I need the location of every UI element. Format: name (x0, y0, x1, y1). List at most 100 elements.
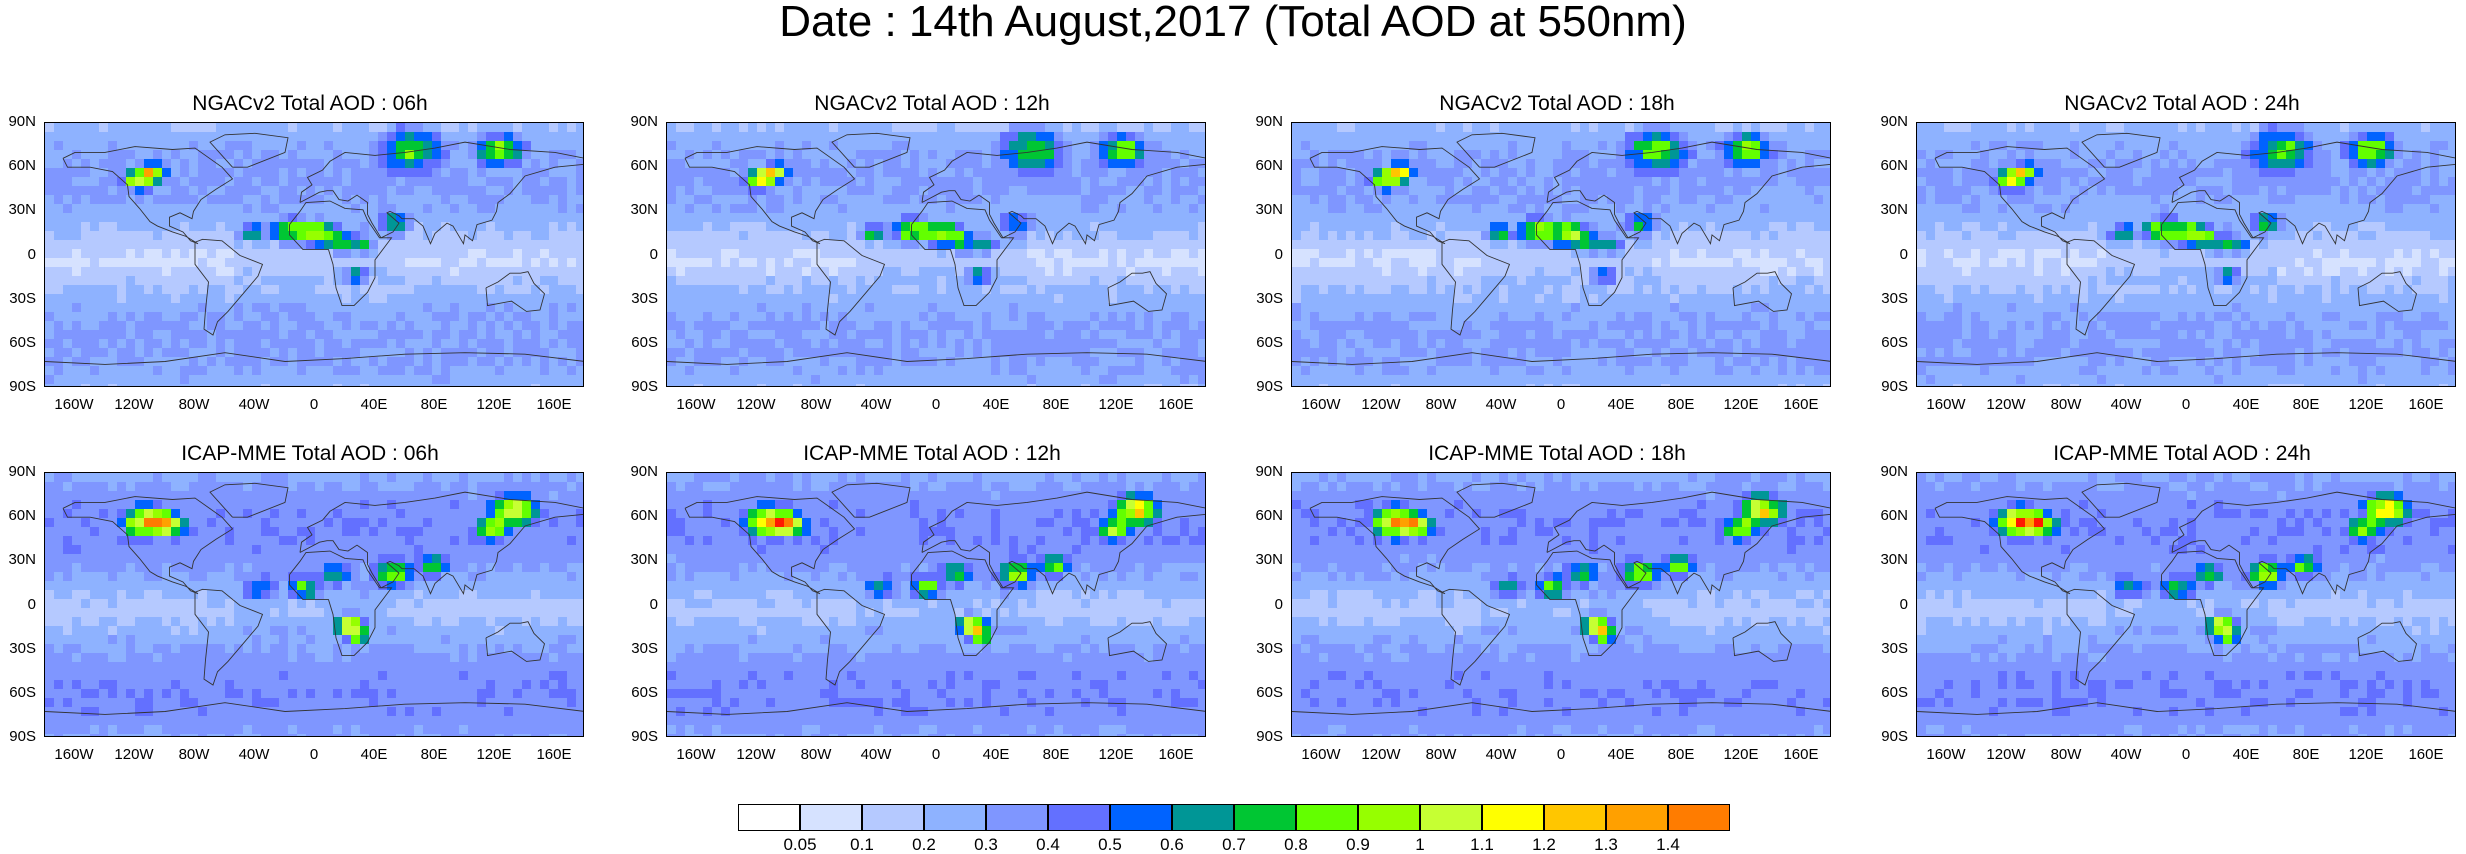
aod-cell (189, 159, 198, 168)
aod-cell (766, 348, 775, 357)
aod-cell (1598, 330, 1607, 339)
aod-cell (1670, 258, 1679, 267)
aod-cell (703, 276, 712, 285)
aod-cell (1463, 222, 1472, 231)
aod-cell (1436, 186, 1445, 195)
aod-cell (315, 132, 324, 141)
aod-cell (982, 195, 991, 204)
aod-cell (270, 384, 279, 386)
aod-cell (955, 249, 964, 258)
aod-cell (207, 177, 216, 186)
aod-cell (540, 132, 549, 141)
aod-cell (1063, 159, 1072, 168)
aod-cell (1301, 312, 1310, 321)
aod-cell (1463, 258, 1472, 267)
aod-cell (207, 168, 216, 177)
aod-cell (1198, 186, 1205, 195)
aod-cell (1436, 249, 1445, 258)
aod-cell (1081, 258, 1090, 267)
aod-cell (423, 348, 432, 357)
aod-cell (1679, 375, 1688, 384)
aod-cell (1000, 240, 1009, 249)
aod-cell (1670, 213, 1679, 222)
aod-cell (1301, 303, 1310, 312)
panel-title: NGACv2 Total AOD : 12h (814, 92, 1050, 115)
map-panel: NGACv2 Total AOD : 06h 90N 60N 30N 0 30S 60S 90… (0, 92, 620, 432)
aod-cell (369, 240, 378, 249)
aod-cell (45, 366, 54, 375)
aod-cell (1607, 357, 1616, 366)
aod-cell (1616, 249, 1625, 258)
aod-cell (387, 285, 396, 294)
aod-cell (108, 285, 117, 294)
aod-cell (865, 321, 874, 330)
aod-cell (54, 249, 63, 258)
aod-cell (1400, 141, 1409, 150)
aod-cell (1328, 303, 1337, 312)
aod-cell (982, 330, 991, 339)
aod-cell (117, 348, 126, 357)
aod-cell (576, 141, 583, 150)
aod-cell (450, 204, 459, 213)
aod-cell (820, 267, 829, 276)
aod-cell (694, 384, 703, 386)
aod-cell (1499, 330, 1508, 339)
aod-cell (928, 159, 937, 168)
aod-cell (712, 375, 721, 384)
aod-cell (1544, 312, 1553, 321)
aod-cell (937, 249, 946, 258)
aod-cell (784, 123, 793, 132)
aod-cell (1526, 177, 1535, 186)
aod-cell (856, 285, 865, 294)
aod-cell (522, 330, 531, 339)
aod-cell (820, 366, 829, 375)
aod-cell (703, 375, 712, 384)
aod-cell (144, 258, 153, 267)
aod-cell (1337, 204, 1346, 213)
aod-cell (117, 366, 126, 375)
aod-cell (108, 222, 117, 231)
aod-cell (1544, 285, 1553, 294)
aod-cell (567, 339, 576, 348)
aod-cell (99, 303, 108, 312)
aod-cell (180, 150, 189, 159)
aod-cell (576, 294, 583, 303)
aod-cell (784, 222, 793, 231)
aod-cell (540, 123, 549, 132)
aod-cell (1027, 294, 1036, 303)
aod-cell (1607, 132, 1616, 141)
aod-cell (495, 177, 504, 186)
aod-cell (766, 132, 775, 141)
lat-tick-label: 60S (631, 333, 658, 351)
aod-cell (477, 330, 486, 339)
aod-cell (1063, 375, 1072, 384)
aod-cell (351, 339, 360, 348)
aod-cell (874, 312, 883, 321)
aod-cell (676, 321, 685, 330)
aod-cell (504, 321, 513, 330)
aod-cell (955, 168, 964, 177)
aod-cell (396, 285, 405, 294)
aod-cell (991, 312, 1000, 321)
aod-cell (171, 339, 180, 348)
aod-cell (513, 240, 522, 249)
aod-cell (1598, 132, 1607, 141)
aod-cell (495, 312, 504, 321)
aod-cell (153, 141, 162, 150)
aod-cell (234, 258, 243, 267)
aod-cell (342, 366, 351, 375)
aod-cell (513, 231, 522, 240)
aod-cell (576, 303, 583, 312)
aod-cell (703, 123, 712, 132)
aod-cell (793, 384, 802, 386)
aod-cell (216, 357, 225, 366)
aod-cell (1679, 303, 1688, 312)
aod-cell (1072, 366, 1081, 375)
aod-cell (1117, 204, 1126, 213)
aod-cell (216, 213, 225, 222)
aod-cell (558, 150, 567, 159)
aod-cell (775, 150, 784, 159)
map-frame (44, 122, 584, 387)
aod-cell (1517, 186, 1526, 195)
aod-cell (63, 303, 72, 312)
